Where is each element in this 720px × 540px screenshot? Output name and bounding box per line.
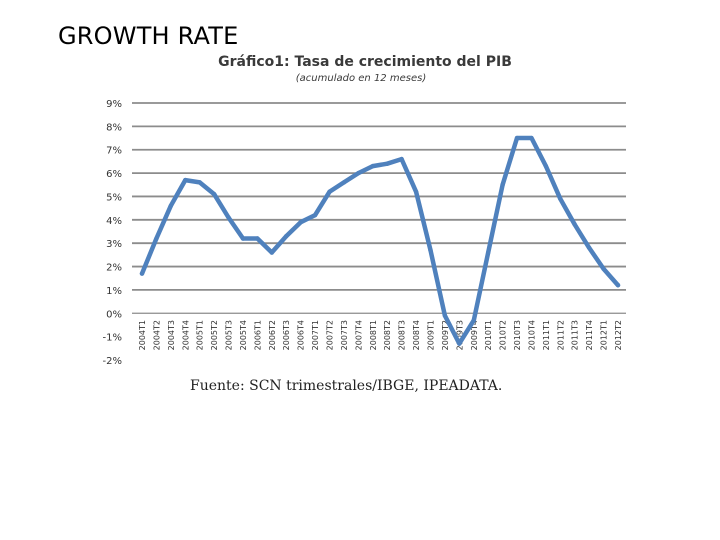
data-point: [370, 163, 375, 169]
y-axis-ticks: 9% 8% 7% 6% 5% 4% 3% 2% 1% 0% -1% -2%: [103, 99, 122, 367]
x-tick-label: 2009T1: [426, 320, 435, 350]
x-tick-label: 2008T1: [369, 320, 378, 350]
x-tick-label: 2010T1: [484, 320, 493, 350]
data-point: [543, 163, 549, 169]
y-tick-label: -2%: [103, 356, 122, 367]
slide-title: GROWTH RATE: [58, 22, 239, 50]
chart-title: Gráfico1: Tasa de crecimiento del PIB: [218, 54, 512, 70]
data-point: [240, 236, 246, 241]
x-tick-label: 2011T4: [585, 320, 594, 350]
data-point: [485, 250, 491, 255]
data-point: [211, 191, 217, 197]
data-point: [183, 177, 188, 183]
data-point: [341, 180, 347, 185]
x-tick-label: 2012T2: [614, 320, 623, 350]
series-group: [139, 135, 621, 346]
data-point: [385, 161, 390, 166]
chart-title-rest: Tasa de crecimiento del PIB: [290, 54, 512, 70]
x-tick-label: 2005T4: [239, 320, 248, 350]
data-point: [586, 245, 592, 251]
data-point: [197, 180, 202, 185]
data-point: [471, 318, 476, 323]
x-tick-label: 2006T4: [297, 320, 306, 350]
data-point: [399, 156, 404, 162]
data-point: [168, 203, 174, 208]
data-point: [327, 189, 332, 194]
x-tick-label: 2009T4: [470, 320, 479, 350]
y-tick-label: 5%: [106, 192, 122, 203]
chart-source: Fuente: SCN trimestrales/IBGE, IPEADATA.: [190, 378, 502, 394]
series-line-pib: [139, 135, 621, 346]
chart-subtitle: (acumulado en 12 meses): [296, 73, 426, 84]
data-point: [529, 135, 534, 141]
x-axis-ticks: 2004T1 2004T2 2004T3 2004T4 2005T1 2005T2 2005…: [138, 320, 623, 350]
data-point: [558, 196, 563, 201]
x-tick-label: 2007T2: [326, 320, 335, 350]
x-tick-label: 2007T1: [311, 320, 320, 350]
data-point: [269, 250, 275, 255]
x-tick-label: 2004T3: [167, 320, 176, 350]
y-tick-label: 0%: [106, 309, 122, 320]
x-tick-label: 2006T1: [253, 320, 262, 350]
x-tick-label: 2006T2: [268, 320, 277, 350]
x-tick-label: 2011T1: [542, 320, 551, 350]
y-tick-label: 8%: [106, 122, 122, 133]
x-tick-label: 2011T3: [571, 320, 580, 350]
data-point: [298, 219, 303, 225]
x-tick-label: 2011T2: [556, 320, 565, 350]
y-tick-label: -1%: [103, 333, 122, 344]
x-tick-label: 2008T2: [383, 320, 392, 350]
data-point: [255, 236, 260, 241]
data-point: [615, 283, 621, 288]
x-tick-label: 2008T3: [398, 320, 407, 350]
y-tick-label: 9%: [106, 99, 122, 110]
data-point: [154, 236, 159, 241]
x-tick-label: 2005T2: [210, 320, 219, 350]
y-tick-label: 4%: [106, 216, 122, 227]
x-tick-label: 2010T3: [513, 320, 522, 350]
y-tick-label: 3%: [106, 239, 122, 250]
y-tick-label: 6%: [106, 169, 122, 180]
x-tick-label: 2004T1: [138, 320, 147, 350]
x-tick-label: 2007T3: [340, 320, 349, 350]
x-tick-label: 2010T2: [499, 320, 508, 350]
data-point: [284, 233, 289, 239]
x-tick-label: 2010T4: [527, 320, 536, 350]
data-point: [356, 170, 361, 176]
x-tick-label: 2005T3: [225, 320, 234, 350]
x-tick-label: 2009T2: [441, 320, 450, 350]
x-tick-label: 2007T4: [354, 320, 363, 350]
y-tick-label: 1%: [106, 286, 122, 297]
data-point: [457, 341, 462, 346]
data-point: [514, 135, 520, 141]
x-tick-label: 2005T1: [196, 320, 205, 350]
data-point: [500, 182, 505, 187]
data-point: [428, 247, 433, 253]
y-tick-label: 7%: [106, 146, 122, 157]
grid-lines: [132, 102, 626, 314]
data-point: [312, 212, 318, 218]
data-point: [442, 313, 448, 318]
y-tick-label: 2%: [106, 263, 122, 274]
data-point: [226, 215, 231, 220]
x-tick-label: 2008T4: [412, 320, 421, 350]
x-tick-label: 2004T2: [152, 320, 161, 350]
data-point: [601, 266, 606, 272]
x-tick-label: 2009T3: [455, 320, 464, 350]
x-tick-label: 2012T1: [600, 320, 609, 350]
data-point: [572, 222, 577, 227]
data-point: [139, 271, 145, 276]
x-tick-label: 2006T3: [282, 320, 291, 350]
x-tick-label: 2004T4: [181, 320, 190, 350]
chart-title-bold: Gráfico1:: [218, 54, 289, 70]
data-point: [413, 189, 419, 194]
